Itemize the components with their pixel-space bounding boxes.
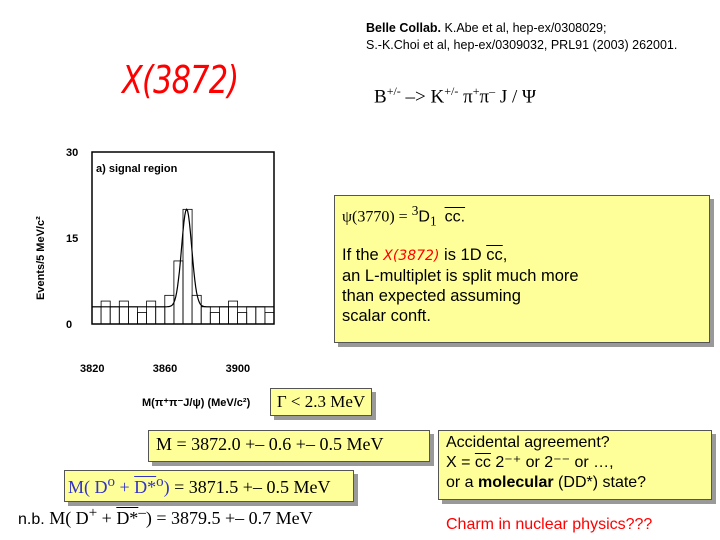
histogram-bar: [255, 306, 266, 325]
psi-box: [334, 195, 710, 343]
accidental-line2-a: X =: [446, 454, 475, 471]
y-axis-label: Events/5 MeV/c²: [35, 216, 47, 300]
accidental-line2-cc: cc: [474, 454, 491, 471]
mass-dplus-plus: +: [97, 508, 117, 528]
mass-dplus-dstar: D*: [116, 508, 139, 528]
mass-dplus-close: ): [145, 508, 152, 528]
decay-jpsi: J / Ψ: [495, 86, 537, 108]
mass-x-box: [148, 430, 430, 462]
x-ticks: 3820 3860 3900: [80, 363, 250, 375]
decay-pi-plus: +: [472, 84, 480, 98]
y-tick-label: 30: [66, 147, 78, 159]
if-line4: scalar conft.: [342, 307, 431, 325]
accidental-text: Accidental agreement? X = cc 2⁻⁺ or 2⁻⁻ …: [446, 433, 646, 493]
accidental-box: [438, 430, 712, 500]
reference-collab: Belle Collab.: [366, 21, 442, 35]
accidental-line1: Accidental agreement?: [446, 434, 610, 451]
histogram-bar: [182, 208, 193, 325]
mass-dplus-label: M( D: [44, 508, 89, 528]
histogram-bar: [209, 312, 220, 325]
if-line3: than expected assuming: [342, 287, 521, 305]
reference-line2: S.-K.Choi et al, hep-ex/0309032, PRL91 (…: [366, 38, 678, 52]
psi-cc: cc.: [444, 208, 466, 226]
if-line1-cc: cc: [486, 246, 503, 264]
psi-d: D: [418, 208, 430, 226]
mass-d0-close: ): [163, 477, 170, 497]
mass-d0: M( Do + D*o) = 3871.5 +– 0.5 MeV: [68, 474, 330, 498]
histogram-bar: [109, 306, 120, 325]
mass-dplus-sup1: +: [88, 505, 98, 521]
multiplet-text: If the X(3872) is 1D cc, an L-multiplet …: [342, 245, 579, 326]
histogram-bar: [118, 300, 129, 325]
histogram-bar: [191, 294, 202, 325]
mass-d0-box: [64, 470, 354, 502]
reference-line1: K.Abe et al, hep-ex/0308029;: [441, 21, 607, 35]
accidental-line3-b: (DD*) state?: [553, 474, 647, 491]
mass-dplus-sup2: –: [138, 505, 146, 521]
accidental-line2-b: 2⁻⁺ or 2⁻⁻ or …,: [490, 454, 614, 471]
histogram-bar: [127, 306, 138, 325]
x-tick-label: 3860: [153, 363, 177, 375]
decay-b: B: [374, 86, 387, 108]
histogram-bar: [200, 306, 211, 325]
y-tick-label: 15: [66, 233, 78, 245]
y-ticks: 30 15 0: [66, 147, 78, 331]
mass-histogram: 30 15 0 3820 3860 3900 a) signal region Even…: [35, 147, 275, 409]
decay-pi-minus: –: [489, 84, 496, 98]
accidental-line3-a: or a: [446, 474, 479, 491]
histogram-bar: [146, 300, 157, 325]
decay-b-charge: +/-: [386, 84, 401, 98]
decay-channel: B+/- –> K+/- π+π– J / Ψ: [374, 84, 536, 108]
psi-label: ψ(3770) =: [342, 208, 412, 226]
histogram-bar: [100, 300, 111, 325]
mass-d0-value: = 3871.5 +– 0.5 MeV: [169, 477, 331, 497]
if-line1-a: If the: [342, 246, 384, 264]
decay-arrow: –>: [400, 86, 431, 108]
if-line2: an L-multiplet is split much more: [342, 267, 579, 285]
mass-x: M = 3872.0 +– 0.6 +– 0.5 MeV: [156, 434, 384, 454]
mass-d0-label: M( D: [68, 477, 108, 497]
histogram-bar: [173, 260, 184, 325]
x-axis-label: M(π⁺π⁻J/ψ) (MeV/c²): [142, 397, 251, 409]
reference-citation: Belle Collab. K.Abe et al, hep-ex/030802…: [366, 20, 677, 54]
x-tick-label: 3820: [80, 363, 104, 375]
width-limit: Γ < 2.3 MeV: [270, 388, 372, 416]
histogram-bar: [164, 294, 175, 325]
histogram-bar: [228, 300, 239, 325]
particle-title: X(3872): [122, 58, 239, 102]
histogram-bar: [137, 312, 148, 325]
if-line1-x: X(3872): [383, 248, 440, 264]
if-line1-c: ,: [502, 246, 508, 264]
decay-k: K: [430, 86, 445, 108]
accidental-line3-bold: molecular: [478, 474, 554, 491]
histogram-bar: [264, 312, 275, 325]
histogram-bar: [91, 306, 102, 325]
if-line1-b: is 1D: [439, 246, 487, 264]
decay-pi: π: [458, 86, 473, 108]
decay-pi2: π: [479, 86, 490, 108]
psi-sub: 1: [429, 213, 437, 229]
y-tick-label: 0: [66, 319, 72, 331]
mass-dplus-value: = 3879.5 +– 0.7 MeV: [151, 508, 313, 528]
mass-d0-plus: +: [115, 477, 135, 497]
mass-dplus: n.b. M( D+ + D*–) = 3879.5 +– 0.7 MeV: [18, 505, 313, 529]
histogram-bar: [237, 312, 248, 325]
histogram-bar: [246, 306, 257, 325]
mass-d0-sup2: o: [156, 474, 164, 490]
mass-d0-sup1: o: [107, 474, 116, 490]
histogram-bar: [218, 306, 229, 325]
psi-state: 3: [411, 203, 419, 218]
fit-curve: [92, 208, 274, 308]
mass-dplus-nb: n.b.: [18, 511, 45, 528]
histogram-bar: [155, 306, 166, 325]
x-tick-label: 3900: [226, 363, 250, 375]
psi-formula: ψ(3770) = 3D1 cc.: [342, 203, 465, 230]
decay-k-charge: +/-: [444, 84, 459, 98]
mass-d0-dstar: D*: [134, 477, 157, 497]
panel-label: a) signal region: [96, 163, 178, 175]
charm-question: Charm in nuclear physics???: [446, 516, 653, 533]
